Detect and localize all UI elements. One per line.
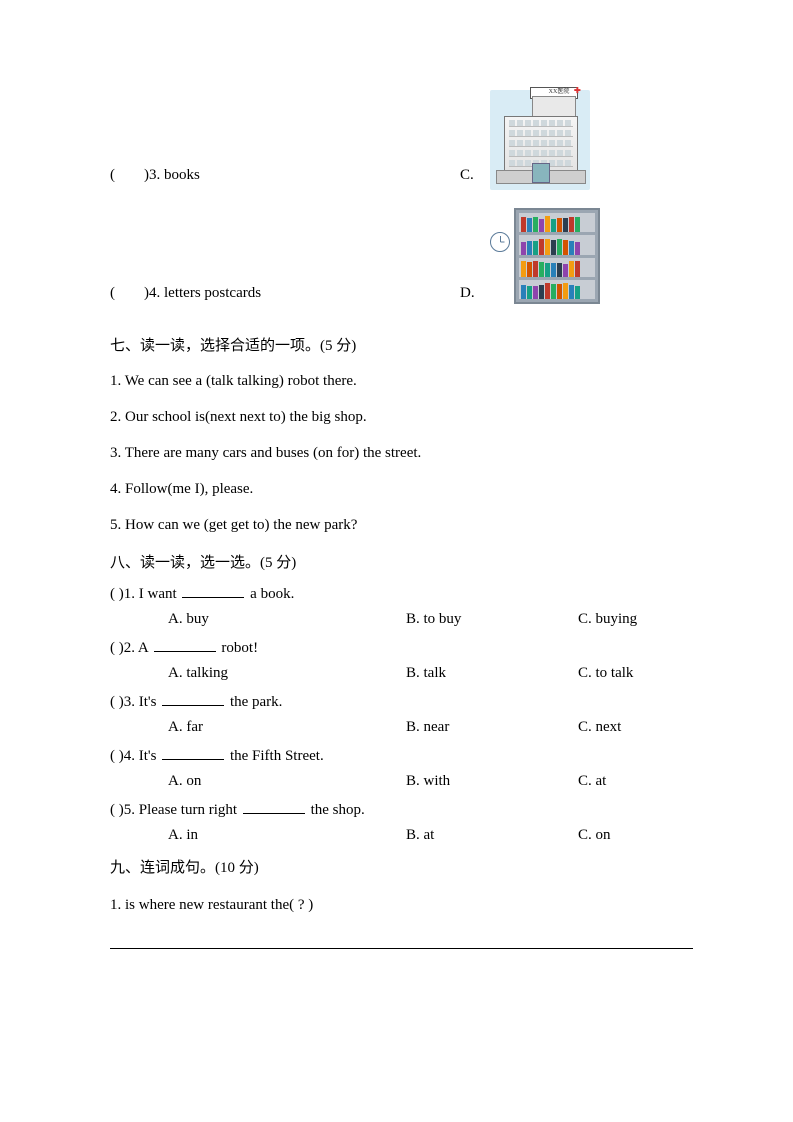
opt-b[interactable]: B. talk <box>406 665 578 682</box>
bookshelf-image <box>490 208 610 308</box>
match-row-4: ( )4. letters postcards D. <box>110 208 693 308</box>
q4-word: letters postcards <box>160 285 261 301</box>
s8-q4-pre[interactable]: ( )4. It's <box>110 748 160 764</box>
hospital-image: ✚XX医院 <box>490 90 610 190</box>
paren[interactable]: ( <box>110 167 116 183</box>
paren-close: )4. <box>144 285 160 301</box>
opt-b[interactable]: B. with <box>406 773 578 790</box>
s8-q5: ( )5. Please turn right the shop. <box>110 802 693 819</box>
s8-q5-pre[interactable]: ( )5. Please turn right <box>110 802 241 818</box>
s8-q2-opts: A. talking B. talk C. to talk <box>110 665 693 682</box>
s8-q2: ( )2. A robot! <box>110 640 693 657</box>
s8-q2-post: robot! <box>218 640 258 656</box>
s8-q1-opts: A. buy B. to buy C. buying <box>110 611 693 628</box>
s8-q4: ( )4. It's the Fifth Street. <box>110 748 693 765</box>
opt-a[interactable]: A. in <box>168 827 406 844</box>
section7-title: 七、读一读，选择合适的一项。(5 分) <box>110 334 693 355</box>
s7-q4: 4. Follow(me I), please. <box>110 477 693 501</box>
match-q4-text: ( )4. letters postcards <box>110 285 460 308</box>
s8-q1: ( )1. I want a book. <box>110 586 693 603</box>
s8-q5-opts: A. in B. at C. on <box>110 827 693 844</box>
opt-c[interactable]: C. at <box>578 773 606 790</box>
opt-a[interactable]: A. talking <box>168 665 406 682</box>
s8-q4-post: the Fifth Street. <box>226 748 324 764</box>
match-row-3: ( )3. books C. ✚XX医院 <box>110 90 693 190</box>
clock-icon <box>490 232 510 252</box>
bookshelf-icon <box>514 208 600 304</box>
opt-a[interactable]: A. buy <box>168 611 406 628</box>
blank[interactable] <box>154 651 216 652</box>
paren-close: )3. <box>144 167 160 183</box>
opt-c[interactable]: C. buying <box>578 611 637 628</box>
s8-q4-opts: A. on B. with C. at <box>110 773 693 790</box>
s9-q1: 1. is where new restaurant the( ? ) <box>110 893 693 917</box>
match-q3-letter: C. <box>460 167 490 190</box>
section9-title: 九、连词成句。(10 分) <box>110 856 693 877</box>
blank[interactable] <box>182 597 244 598</box>
s8-q3-pre[interactable]: ( )3. It's <box>110 694 160 710</box>
s8-q3: ( )3. It's the park. <box>110 694 693 711</box>
opt-c[interactable]: C. to talk <box>578 665 633 682</box>
s7-q2: 2. Our school is(next next to) the big s… <box>110 405 693 429</box>
opt-c[interactable]: C. next <box>578 719 621 736</box>
opt-b[interactable]: B. to buy <box>406 611 578 628</box>
s7-q5: 5. How can we (get get to) the new park? <box>110 513 693 537</box>
answer-line[interactable] <box>110 947 693 949</box>
s8-q3-opts: A. far B. near C. next <box>110 719 693 736</box>
s8-q2-pre[interactable]: ( )2. A <box>110 640 152 656</box>
opt-a[interactable]: A. on <box>168 773 406 790</box>
q3-word: books <box>160 167 200 183</box>
s8-q1-pre[interactable]: ( )1. I want <box>110 586 180 602</box>
opt-c[interactable]: C. on <box>578 827 611 844</box>
opt-b[interactable]: B. at <box>406 827 578 844</box>
match-q3-text: ( )3. books <box>110 167 460 190</box>
opt-b[interactable]: B. near <box>406 719 578 736</box>
s7-q3: 3. There are many cars and buses (on for… <box>110 441 693 465</box>
blank[interactable] <box>243 813 305 814</box>
blank[interactable] <box>162 705 224 706</box>
blank[interactable] <box>162 759 224 760</box>
s8-q3-post: the park. <box>226 694 282 710</box>
s8-q1-post: a book. <box>246 586 294 602</box>
match-q4-letter: D. <box>460 285 490 308</box>
paren[interactable]: ( <box>110 285 116 301</box>
s7-q1: 1. We can see a (talk talking) robot the… <box>110 369 693 393</box>
section8-title: 八、读一读，选一选。(5 分) <box>110 551 693 572</box>
opt-a[interactable]: A. far <box>168 719 406 736</box>
s8-q5-post: the shop. <box>307 802 365 818</box>
